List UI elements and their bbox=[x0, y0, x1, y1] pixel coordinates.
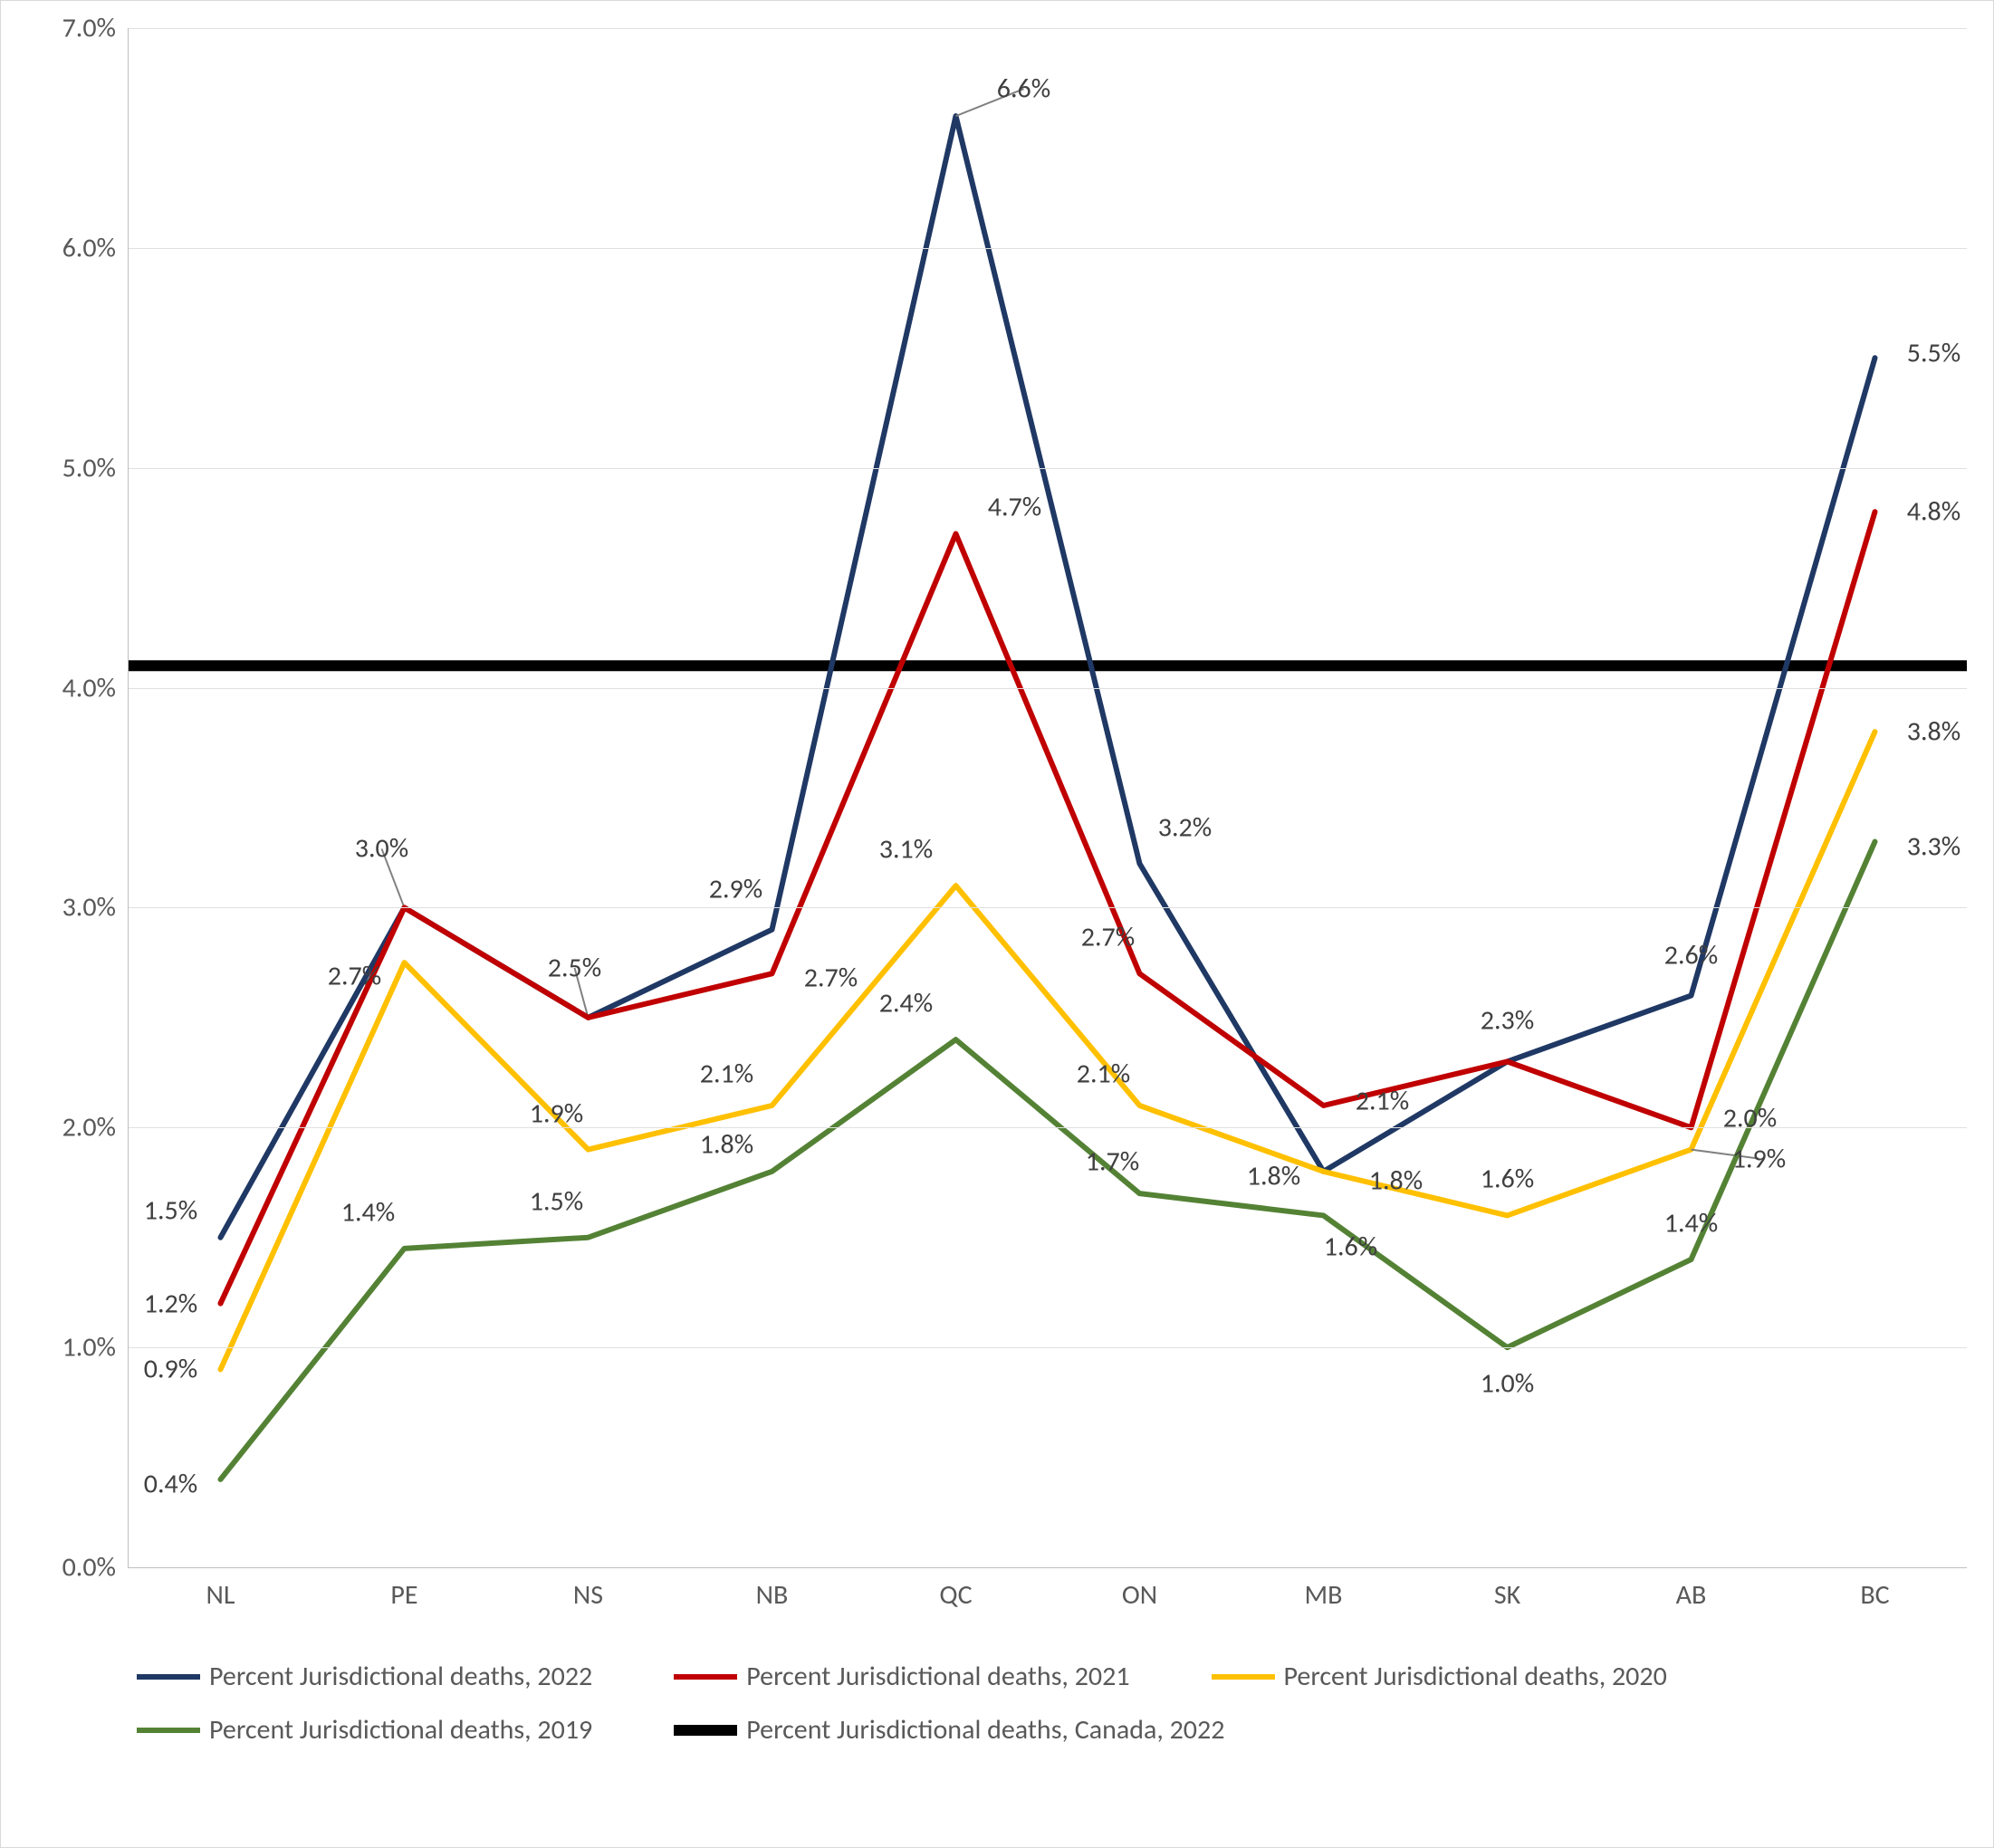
x-axis-category-label: AB bbox=[1676, 1567, 1707, 1612]
gridline bbox=[129, 688, 1967, 689]
data-point-label: 3.2% bbox=[1158, 810, 1212, 844]
y-axis-tick-label: 4.0% bbox=[62, 671, 129, 704]
data-point-label: 1.9% bbox=[530, 1096, 583, 1130]
chart-svg bbox=[129, 28, 1967, 1567]
legend-item: Percent Jurisdictional deaths, Canada, 2… bbox=[674, 1713, 1224, 1747]
data-point-label: 2.1% bbox=[1077, 1058, 1130, 1091]
data-point-label: 2.5% bbox=[548, 951, 601, 984]
x-axis-category-label: NS bbox=[573, 1567, 603, 1612]
data-point-label: 1.9% bbox=[1732, 1142, 1786, 1175]
data-point-label: 3.1% bbox=[879, 833, 933, 867]
legend-swatch bbox=[674, 1725, 737, 1736]
legend-label: Percent Jurisdictional deaths, 2019 bbox=[209, 1713, 592, 1747]
data-point-label: 2.0% bbox=[1723, 1102, 1777, 1135]
data-point-label: 2.1% bbox=[1356, 1085, 1409, 1118]
legend-swatch bbox=[674, 1674, 737, 1680]
y-axis-tick-label: 1.0% bbox=[62, 1331, 129, 1364]
data-point-label: 2.9% bbox=[709, 872, 762, 905]
y-axis-tick-label: 0.0% bbox=[62, 1551, 129, 1585]
y-axis-tick-label: 7.0% bbox=[62, 12, 129, 45]
data-point-label: 3.0% bbox=[355, 832, 408, 866]
legend-swatch bbox=[1212, 1674, 1275, 1680]
x-axis-category-label: SK bbox=[1494, 1567, 1520, 1612]
data-point-label: 1.8% bbox=[1247, 1159, 1300, 1192]
data-point-label: 1.5% bbox=[144, 1193, 197, 1227]
data-point-label: 1.7% bbox=[1086, 1145, 1139, 1179]
x-axis-category-label: MB bbox=[1305, 1567, 1343, 1612]
x-axis-category-label: NB bbox=[756, 1567, 789, 1612]
data-point-label: 1.8% bbox=[1369, 1163, 1423, 1197]
x-axis-category-label: BC bbox=[1860, 1567, 1889, 1612]
data-point-label: 1.6% bbox=[1324, 1230, 1377, 1264]
data-point-label: 2.4% bbox=[879, 987, 933, 1020]
gridline bbox=[129, 1347, 1967, 1348]
data-point-label: 2.7% bbox=[1081, 921, 1135, 954]
data-point-label: 0.4% bbox=[144, 1467, 197, 1500]
gridline bbox=[129, 468, 1967, 469]
data-point-label: 4.7% bbox=[988, 490, 1041, 523]
data-point-label: 1.8% bbox=[700, 1127, 753, 1161]
gridline bbox=[129, 28, 1967, 29]
data-point-label: 2.6% bbox=[1664, 938, 1718, 972]
legend-label: Percent Jurisdictional deaths, Canada, 2… bbox=[746, 1713, 1224, 1747]
y-axis-tick-label: 2.0% bbox=[62, 1111, 129, 1144]
legend-label: Percent Jurisdictional deaths, 2021 bbox=[746, 1660, 1129, 1693]
legend-label: Percent Jurisdictional deaths, 2020 bbox=[1284, 1660, 1667, 1693]
data-point-label: 2.1% bbox=[700, 1058, 753, 1091]
legend-item: Percent Jurisdictional deaths, 2020 bbox=[1212, 1660, 1667, 1693]
data-point-label: 1.6% bbox=[1481, 1163, 1534, 1196]
data-point-label: 2.7% bbox=[328, 960, 381, 993]
data-point-label: 4.8% bbox=[1907, 495, 1960, 529]
data-point-label: 3.8% bbox=[1907, 715, 1960, 749]
legend-item: Percent Jurisdictional deaths, 2021 bbox=[674, 1660, 1129, 1693]
legend-swatch bbox=[137, 1728, 200, 1733]
x-axis-category-label: PE bbox=[390, 1567, 417, 1612]
legend-swatch bbox=[137, 1674, 200, 1680]
x-axis-category-label: ON bbox=[1122, 1567, 1157, 1612]
data-point-label: 1.5% bbox=[530, 1184, 583, 1218]
legend-label: Percent Jurisdictional deaths, 2022 bbox=[209, 1660, 592, 1693]
data-point-label: 3.3% bbox=[1907, 829, 1960, 863]
gridline bbox=[129, 248, 1967, 249]
legend: Percent Jurisdictional deaths, 2022 Perce… bbox=[137, 1660, 1857, 1747]
x-axis-category-label: QC bbox=[939, 1567, 972, 1612]
gridline bbox=[129, 1127, 1967, 1128]
y-axis-tick-label: 3.0% bbox=[62, 891, 129, 924]
legend-item: Percent Jurisdictional deaths, 2022 bbox=[137, 1660, 592, 1693]
legend-item: Percent Jurisdictional deaths, 2019 bbox=[137, 1713, 592, 1747]
data-point-label: 1.0% bbox=[1481, 1367, 1534, 1401]
data-point-label: 2.3% bbox=[1481, 1004, 1534, 1038]
data-point-label: 0.9% bbox=[144, 1353, 197, 1386]
y-axis-tick-label: 5.0% bbox=[62, 451, 129, 484]
gridline bbox=[129, 907, 1967, 908]
line-chart: 0.0% 1.0% 2.0% 3.0% 4.0% 5.0% 6.0% 7.0% NL PE NS NB… bbox=[0, 0, 1994, 1848]
data-point-label: 6.6% bbox=[997, 72, 1050, 106]
data-point-label: 5.5% bbox=[1907, 337, 1960, 370]
data-point-label: 1.4% bbox=[341, 1195, 395, 1229]
y-axis-tick-label: 6.0% bbox=[62, 231, 129, 264]
plot-area: 0.0%1.0%2.0%3.0%4.0%5.0%6.0%7.0%NLPENSNB… bbox=[128, 28, 1967, 1568]
data-point-label: 2.7% bbox=[804, 962, 858, 995]
data-point-label: 1.4% bbox=[1664, 1207, 1718, 1240]
x-axis-category-label: NL bbox=[206, 1567, 235, 1612]
data-point-label: 1.2% bbox=[144, 1287, 197, 1320]
